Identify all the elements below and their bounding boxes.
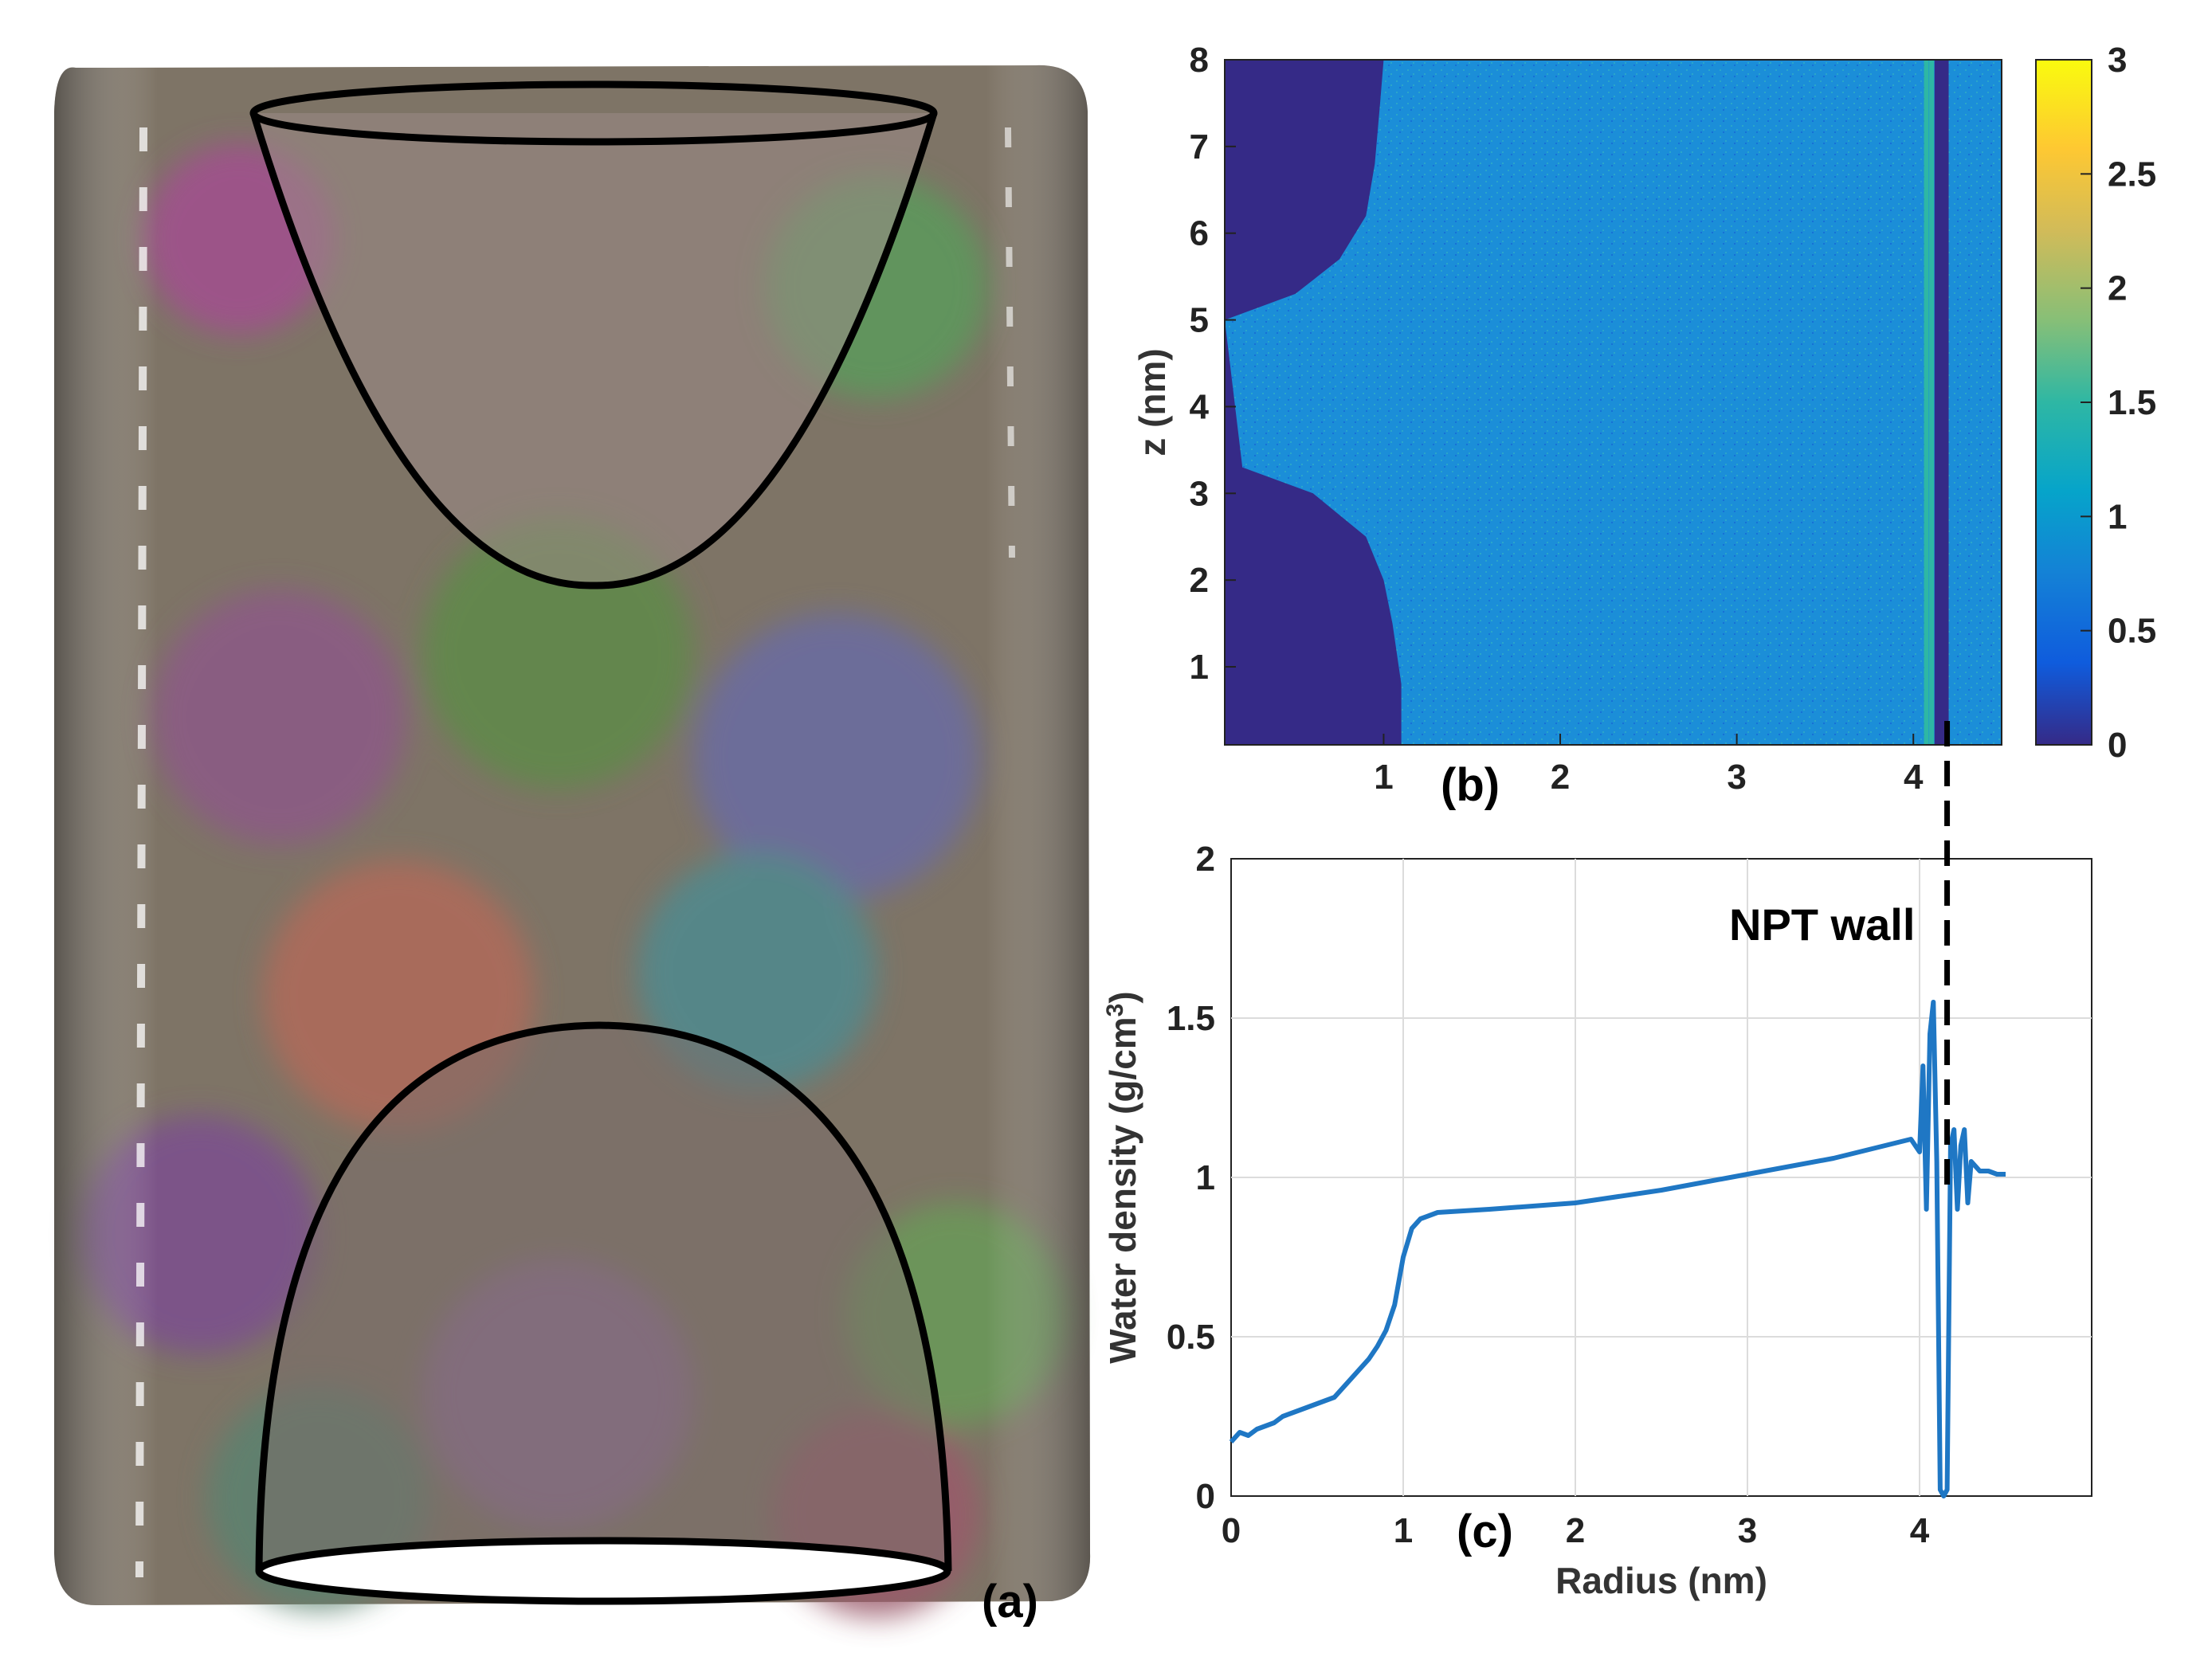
- top-cavity-fill: [253, 113, 934, 586]
- colorbar-tick-label: 3: [2108, 41, 2127, 80]
- colorbar-tick-label: 2: [2108, 269, 2127, 308]
- panel-b-heatmap: 1 2 3 4 5 6 7 8 1 2 3 4 z (nm) (b) 0 0.5 1 1.5 2 2.5 3: [1131, 41, 2156, 811]
- x-axis-title: Radius (nm): [1555, 1560, 1767, 1601]
- heatmap-y-axis-title: z (nm): [1131, 348, 1173, 456]
- x-tick-label: 4: [1910, 1511, 1930, 1550]
- y-tick-label: 0.5: [1167, 1318, 1215, 1357]
- colorbar-tick-label: 1.5: [2108, 383, 2156, 422]
- heatmap-x-ticks: 1 2 3 4: [1374, 734, 1924, 797]
- x-tick-label: 2: [1566, 1511, 1585, 1550]
- surface-highlight-right: [1005, 127, 1015, 558]
- panel-a-surface-render: (a): [54, 65, 1091, 1628]
- heatmap-y-tick-label: 8: [1190, 41, 1209, 80]
- heatmap-x-tick-label: 3: [1727, 758, 1746, 797]
- y-tick-label: 1: [1196, 1158, 1215, 1197]
- heatmap-y-tick-label: 7: [1190, 127, 1209, 166]
- heatmap-excluded-region: [1225, 60, 1402, 745]
- x-tick-label: 0: [1222, 1511, 1241, 1550]
- bottom-cone-rim: [255, 1537, 951, 1605]
- colorbar-tick-label: 1: [2108, 497, 2127, 536]
- heatmap-y-tick-label: 4: [1190, 387, 1210, 426]
- heatmap-high-density-stripe: [1924, 60, 1929, 745]
- panel-label-c: (c): [1457, 1506, 1513, 1557]
- heatmap-y-tick-label: 6: [1190, 214, 1209, 253]
- heatmap-y-tick-label: 2: [1190, 561, 1209, 600]
- bottom-cone-outline: [255, 1021, 952, 1572]
- heatmap-y-tick-label: 3: [1190, 474, 1209, 513]
- heatmap-x-tick-label: 1: [1374, 758, 1393, 797]
- line-y-ticks: 0 0.5 1 1.5 2: [1167, 840, 1215, 1516]
- top-cone-outline: [249, 112, 938, 590]
- colorbar-tick-label: 2.5: [2108, 155, 2156, 194]
- y-tick-label: 2: [1196, 840, 1215, 879]
- heatmap-x-tick-label: 2: [1551, 758, 1570, 797]
- panel-label-a: (a): [982, 1576, 1038, 1628]
- y-axis-title: Water density (g/cm3): [1102, 991, 1144, 1363]
- panel-label-b: (b): [1441, 759, 1500, 811]
- surface-highlight-left: [135, 127, 147, 1578]
- heatmap-y-ticks: 1 2 3 4 5 6 7 8: [1190, 41, 1236, 687]
- heatmap-y-tick-label: 1: [1190, 648, 1209, 687]
- heatmap-frame: [1224, 59, 2002, 746]
- line-x-ticks: 0 1 2 3 4: [1222, 1511, 1930, 1550]
- heatmap-x-tick-label: 4: [1904, 758, 1924, 797]
- x-tick-label: 1: [1394, 1511, 1413, 1550]
- npt-wall-label: NPT wall: [1729, 899, 1915, 950]
- colorbar-tick-label: 0.5: [2108, 612, 2156, 651]
- y-tick-label: 1.5: [1167, 999, 1215, 1038]
- x-tick-label: 3: [1738, 1511, 1757, 1550]
- panel-c-line-chart: 0 1 2 3 4 0 0.5 1 1.5 2 Radius (nm) Water densit…: [1102, 840, 2092, 1601]
- series-line-water-density: [1229, 1000, 2006, 1498]
- colorbar-ticks: 0 0.5 1 1.5 2 2.5 3: [2081, 41, 2156, 765]
- bottom-cavity-fill: [259, 1025, 948, 1571]
- y-tick-label: 0: [1196, 1477, 1215, 1516]
- heatmap-high-density-stripe: [1929, 60, 1935, 745]
- heatmap-y-tick-label: 5: [1190, 301, 1209, 340]
- colorbar-tick-label: 0: [2108, 726, 2127, 765]
- heatmap-wall-region: [1934, 60, 1949, 745]
